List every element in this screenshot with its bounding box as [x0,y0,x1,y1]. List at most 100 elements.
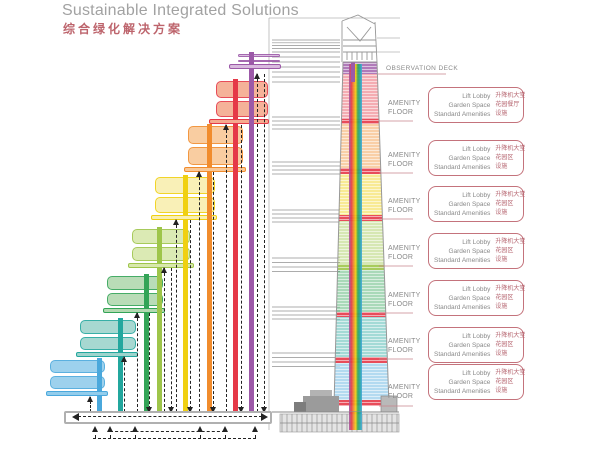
arrowhead-down-icon [210,407,216,413]
garden-floor-blocks-red [216,81,268,117]
amenity-box-chinese-line: 设施 [495,110,508,117]
amenity-box-english: Lift Lobby Garden Space Standard Amenities [434,369,490,396]
amenity-box-english: Lift Lobby Garden Space Standard Amenities [434,191,490,218]
circulation-dashed-line [213,172,214,409]
entry-arrow-stem [135,429,136,438]
arrowhead-left-icon [72,413,79,421]
amenity-box-english: Lift Lobby Garden Space Standard Amenities [434,238,490,265]
circulation-dashed-line [190,220,191,409]
amenity-box-english-line: Standard Amenities [434,110,491,118]
arrowhead-up-icon [196,171,202,177]
garden-tray-orange [184,167,246,172]
amenity-box-chinese: 升降机大堂 花园区 设施 [495,238,525,265]
amenity-box-chinese: 升降机大堂 花园区 设施 [495,285,525,312]
amenity-box-chinese-line: 花园餐厅 [495,101,520,108]
amenity-label-line2: FLOOR [388,300,414,308]
arrowhead-up-icon [173,219,179,225]
amenity-box: Lift Lobby Garden Space Standard Amenities… [428,364,525,400]
arrowhead-down-icon [261,407,267,413]
arrowhead-up-icon [107,426,113,432]
garden-floor-block [216,81,268,98]
amenity-floor-label: AMENITY FLOOR [388,100,428,117]
amenity-label-line1: AMENITY [388,338,421,345]
amenity-box-english: Lift Lobby Garden Space Standard Amenities [434,145,490,172]
amenity-box-chinese-line: 设施 [495,163,508,170]
amenity-box: Lift Lobby Garden Space Standard Amenities… [428,186,525,222]
circulation-dashed-line [137,313,138,412]
amenity-box: Lift Lobby Garden Space Standard Amenities… [428,280,525,316]
entry-arrow-stem [255,429,256,438]
amenity-floor-label: AMENITY FLOOR [388,292,428,309]
amenity-box-chinese: 升降机大堂 花园餐厅 设施 [495,92,525,119]
amenity-box-english-line: Standard Amenities [434,350,491,358]
arrowhead-up-icon [161,267,167,273]
garden-floor-blocks-purple [238,54,280,62]
amenity-label-line1: AMENITY [388,245,421,252]
service-riser-teal [118,318,123,412]
amenity-box-english-line: Lift Lobby [462,145,491,153]
podium-ground [272,390,400,433]
garden-floor-block [107,276,163,290]
arrowhead-down-icon [187,407,193,413]
amenity-box-english: Lift Lobby Garden Space Standard Amenities [434,285,490,312]
garden-floor-block [238,59,280,62]
arrowhead-up-icon [223,124,229,130]
service-riser-purple [249,52,254,412]
amenity-box-chinese-line: 花园区 [495,200,514,207]
amenity-box-chinese-line: 设施 [495,209,508,216]
service-riser-yellow [183,175,188,412]
circulation-dashed-line [171,268,172,409]
circulation-dashed-line [241,125,242,409]
amenity-label-line2: FLOOR [388,160,414,168]
amenity-label-line2: FLOOR [388,206,414,214]
amenity-box-english-line: Lift Lobby [462,238,491,246]
arrowhead-up-icon [134,312,140,318]
arrowhead-up-icon [92,426,98,432]
arrowhead-up-icon [252,426,258,432]
amenity-box: Lift Lobby Garden Space Standard Amenities… [428,233,525,269]
garden-tray-teal [76,352,138,357]
circulation-dashed-line [164,268,165,412]
garden-floor-block [238,54,280,57]
amenity-box-english-line: Lift Lobby [462,92,491,100]
service-riser-green [144,274,149,412]
amenity-box-english-line: Standard Amenities [434,209,491,217]
garden-floor-blocks-blue [50,360,105,389]
amenity-box-chinese-line: 花园区 [495,154,514,161]
amenity-box-chinese-line: 花园区 [495,378,514,385]
arrowhead-down-icon [168,407,174,413]
arrowhead-up-icon [121,356,127,362]
entry-arrow-stem [110,429,111,438]
reference-lines [268,17,400,430]
amenity-box-chinese-line: 设施 [495,387,508,394]
tower-outline [333,61,390,407]
service-riser-red [233,79,238,412]
arrowhead-up-icon [197,426,203,432]
amenity-box-chinese: 升降机大堂 花园区 设施 [495,191,525,218]
garden-floor-blocks-teal [80,320,136,350]
amenity-box-chinese-line: 升降机大堂 [495,332,526,339]
arrowhead-down-icon [238,407,244,413]
garden-floor-block [80,320,136,334]
amenity-box-english-line: Standard Amenities [434,387,491,395]
circulation-dashed-line [264,74,265,409]
amenity-label-line2: FLOOR [388,346,414,354]
horizontal-circulation-arrow [78,416,262,417]
garden-floor-block [188,147,243,165]
amenity-box-chinese-line: 设施 [495,303,508,310]
amenity-label-line1: AMENITY [388,198,421,205]
amenity-box: Lift Lobby Garden Space Standard Amenities… [428,140,525,176]
amenity-box-english: Lift Lobby Garden Space Standard Amenities [434,332,490,359]
circulation-dashed-line [124,357,125,412]
amenity-floor-label: AMENITY FLOOR [388,152,428,169]
amenity-box-english-line: Lift Lobby [462,369,491,377]
lift-core-top-purple [351,62,355,82]
garden-floor-block [50,360,105,373]
arrowhead-up-icon [87,396,93,402]
podium-base-bar [64,411,272,424]
service-riser-orange [207,124,212,412]
amenity-box-english-line: Lift Lobby [462,285,491,293]
amenity-label-line2: FLOOR [388,253,414,261]
amenity-box-chinese: 升降机大堂 花园区 设施 [495,332,525,359]
